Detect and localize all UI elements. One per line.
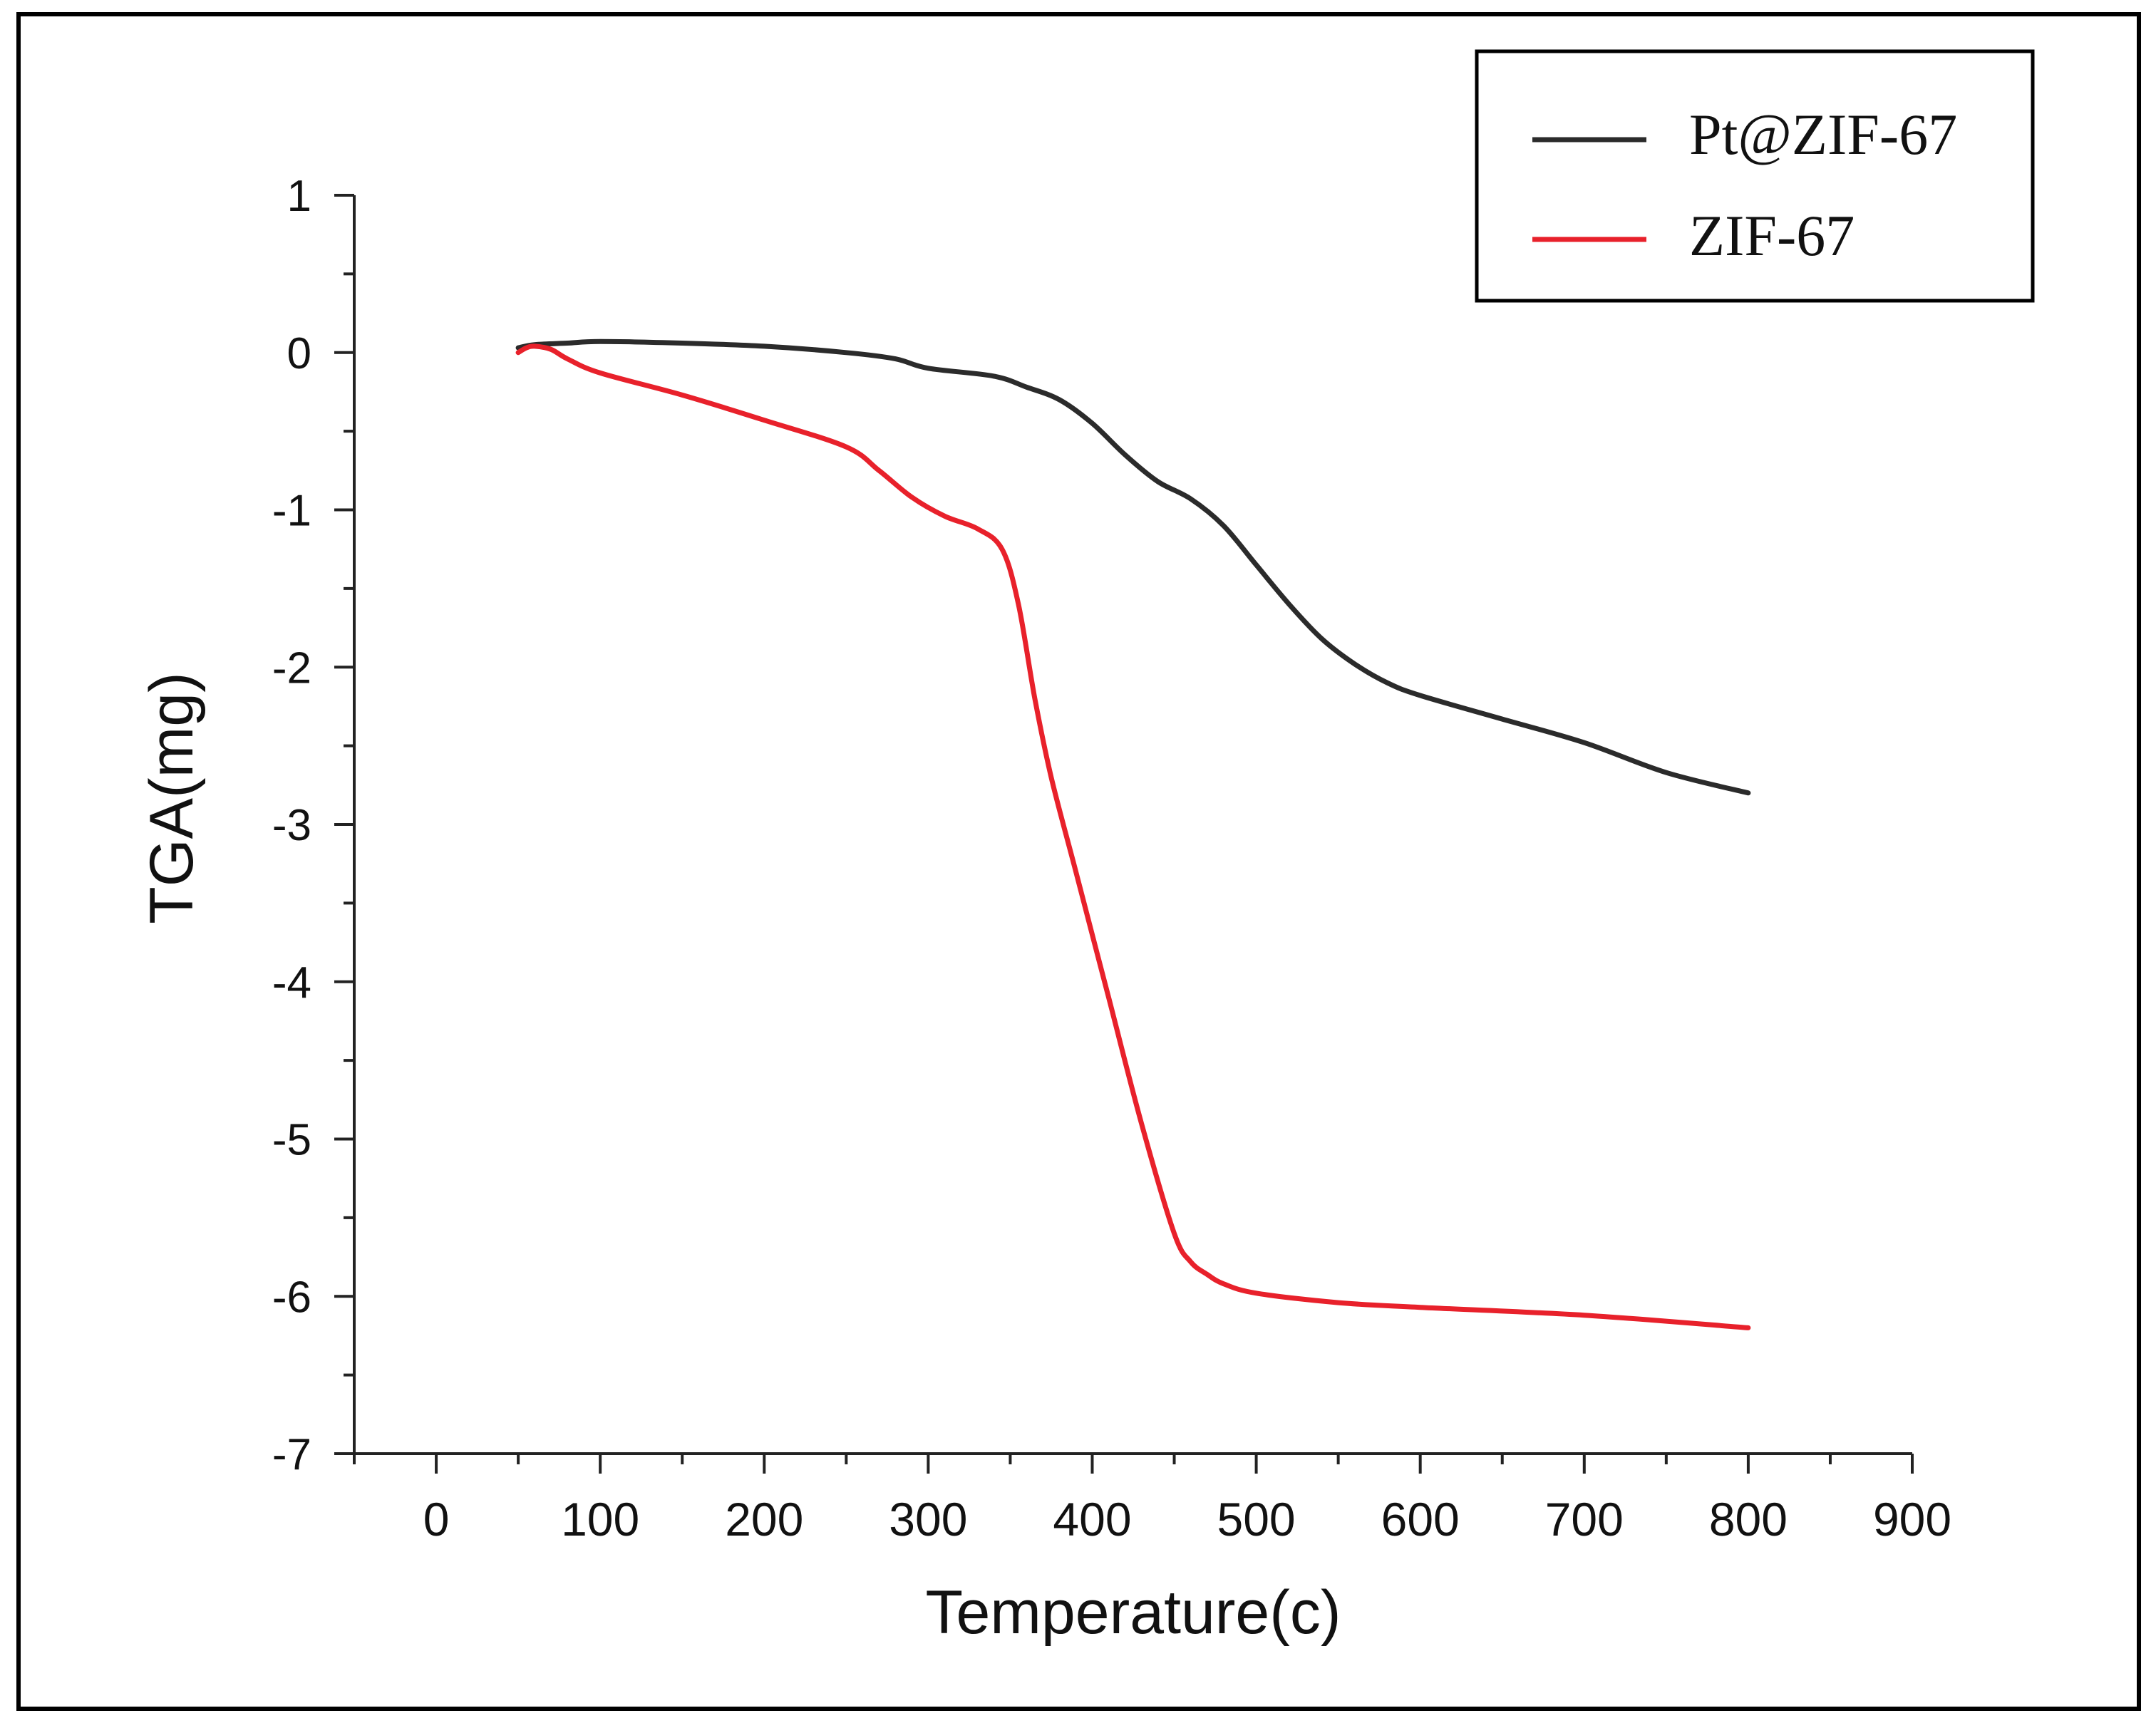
legend-label-pt-zif-67: Pt@ZIF-67 xyxy=(1689,102,1957,167)
y-tick-label: 1 xyxy=(287,172,311,221)
x-tick-label: 200 xyxy=(725,1493,803,1546)
x-axis-ticks: 0 100 200 300 400 500 600 700 800 900 xyxy=(353,1454,1951,1546)
series-line-zif-67 xyxy=(515,343,1751,1330)
series-line-pt-zif-67 xyxy=(515,338,1751,796)
plot-area: 0 100 200 300 400 500 600 700 800 900 1 0 -1 -2 -3 -4 -… xyxy=(272,172,1951,1546)
y-axis-title: TGA(mg) xyxy=(138,672,206,924)
y-tick-label: -1 xyxy=(272,487,311,536)
x-tick-label: 100 xyxy=(561,1493,639,1546)
y-tick-label: 0 xyxy=(287,329,311,378)
y-tick-label: -4 xyxy=(272,958,311,1008)
legend-box xyxy=(1475,49,2035,303)
x-tick-label: 400 xyxy=(1053,1493,1131,1546)
x-tick-label: 300 xyxy=(889,1493,967,1546)
x-tick-label: 600 xyxy=(1381,1493,1460,1546)
y-tick-label: -2 xyxy=(272,643,311,693)
x-tick-label: 0 xyxy=(423,1493,450,1546)
x-axis-title: Temperature(c) xyxy=(925,1578,1341,1647)
y-tick-label: -7 xyxy=(272,1430,311,1479)
y-tick-label: -3 xyxy=(272,801,311,850)
y-axis-ticks: 1 0 -1 -2 -3 -4 -5 -6 -7 xyxy=(272,172,354,1479)
x-tick-label: 700 xyxy=(1545,1493,1624,1546)
x-tick-label: 900 xyxy=(1873,1493,1951,1546)
y-tick-label: -5 xyxy=(272,1116,311,1165)
legend: Pt@ZIF-67 ZIF-67 xyxy=(1475,49,2035,303)
x-tick-label: 500 xyxy=(1217,1493,1296,1546)
series-layer xyxy=(515,338,1751,1330)
x-tick-label: 800 xyxy=(1709,1493,1788,1546)
y-tick-label: -6 xyxy=(272,1273,311,1322)
legend-label-zif-67: ZIF-67 xyxy=(1689,203,1855,268)
